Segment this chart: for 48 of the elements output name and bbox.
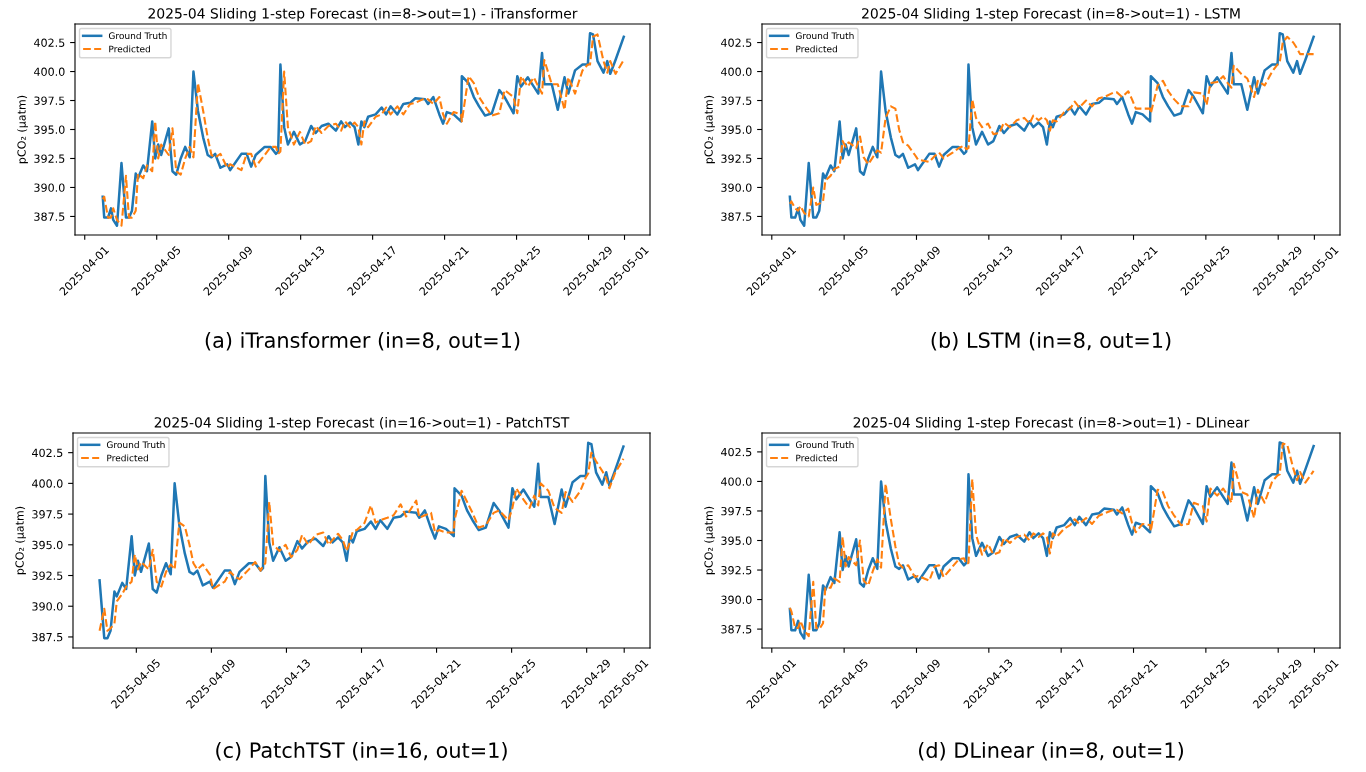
- y-axis-title: pCO₂ (µatm): [704, 95, 715, 164]
- text: (a) iTransformer (in=8, out=1): [205, 331, 520, 351]
- chart-title: 2025-04 Sliding 1-step Forecast (in=8->out=1) - DLinear: [853, 416, 1250, 431]
- y-tick-label: 392.5: [721, 566, 752, 575]
- y-tick-label: 387.5: [34, 212, 65, 221]
- text: (d) DLinear (in=8, out=1): [919, 741, 1183, 761]
- legend-label: Predicted: [109, 45, 150, 53]
- text: (b) LSTM (in=8, out=1): [931, 331, 1171, 351]
- y-tick-label: 387.5: [32, 632, 63, 642]
- y-tick-label: 400.0: [721, 477, 752, 486]
- legend-label: Ground Truth: [795, 441, 854, 449]
- legend-label: Predicted: [796, 45, 837, 53]
- y-tick-label: 390.0: [32, 602, 63, 611]
- y-tick-label: 400.0: [34, 67, 65, 76]
- y-tick-label: 395.0: [34, 125, 65, 134]
- y-tick-label: 402.5: [32, 448, 63, 458]
- y-axis-title: pCO₂ (µatm): [15, 506, 26, 575]
- y-tick-label: 390.0: [721, 595, 752, 604]
- y-tick-label: 397.5: [34, 96, 65, 105]
- y-axis-title: pCO₂ (µatm): [704, 506, 715, 575]
- legend-label: Predicted: [796, 454, 837, 462]
- y-tick-label: 400.0: [721, 67, 752, 76]
- y-tick-label: 387.5: [721, 625, 752, 634]
- y-tick-label: 400.0: [32, 479, 63, 488]
- y-tick-label: 397.5: [721, 506, 752, 516]
- legend-label: Predicted: [107, 454, 148, 462]
- legend-label: Ground Truth: [108, 32, 167, 40]
- chart-title: 2025-04 Sliding 1-step Forecast (in=16->out=1) - PatchTST: [154, 416, 570, 431]
- y-tick-label: 392.5: [34, 154, 65, 163]
- text: (c) PatchTST (in=16, out=1): [216, 741, 507, 761]
- y-tick-label: 392.5: [32, 571, 63, 580]
- y-tick-label: 390.0: [34, 183, 65, 192]
- y-tick-label: 402.5: [721, 447, 752, 457]
- y-axis-title: pCO₂ (µatm): [17, 95, 28, 164]
- y-tick-label: 390.0: [721, 183, 752, 192]
- y-tick-label: 397.5: [32, 510, 63, 519]
- y-tick-label: 392.5: [721, 154, 752, 163]
- chart-title: 2025-04 Sliding 1-step Forecast (in=8->out=1) - iTransformer: [148, 7, 578, 22]
- y-tick-label: 402.5: [34, 38, 65, 47]
- y-tick-label: 397.5: [721, 96, 752, 105]
- y-tick-label: 395.0: [721, 536, 752, 545]
- y-tick-label: 402.5: [721, 38, 752, 47]
- legend-label: Ground Truth: [795, 32, 854, 40]
- y-tick-label: 387.5: [721, 212, 752, 221]
- y-tick-label: 395.0: [721, 125, 752, 134]
- chart-title: 2025-04 Sliding 1-step Forecast (in=8->out=1) - LSTM: [862, 7, 1240, 22]
- y-tick-label: 395.0: [32, 540, 63, 550]
- legend-label: Ground Truth: [106, 441, 165, 449]
